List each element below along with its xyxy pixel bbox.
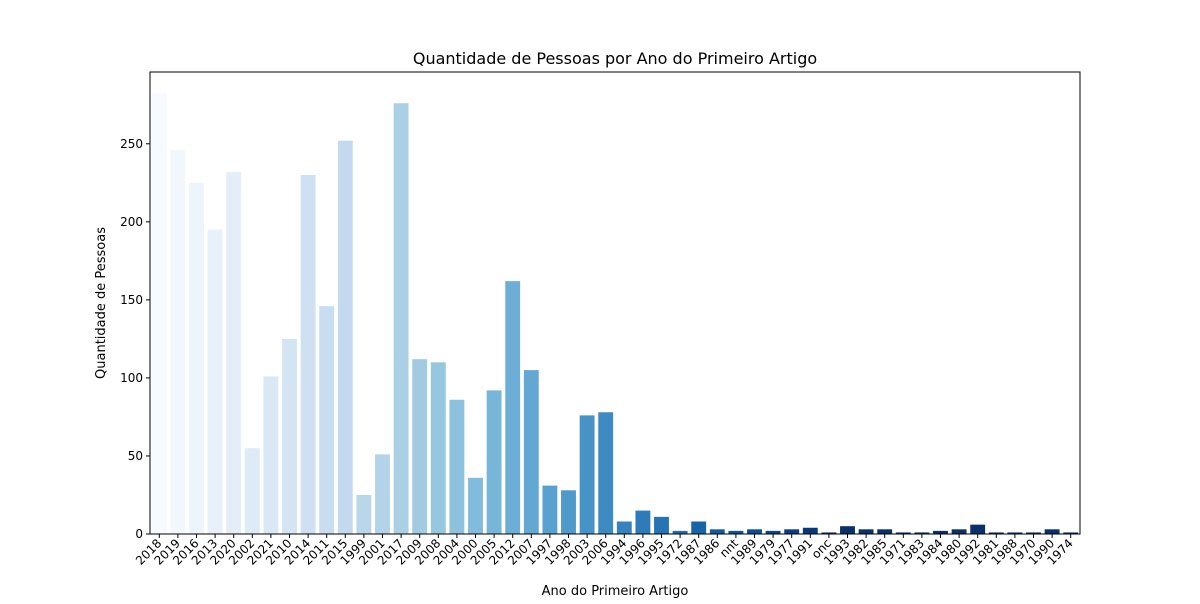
bar	[877, 529, 893, 534]
bar	[375, 454, 390, 534]
bar	[635, 510, 651, 534]
bar	[765, 530, 781, 534]
bar	[337, 140, 353, 534]
bar	[170, 150, 186, 535]
bar	[728, 530, 744, 534]
bar	[709, 529, 725, 534]
bar	[486, 390, 502, 534]
bar	[672, 530, 688, 534]
bar	[933, 530, 948, 534]
bar	[579, 415, 595, 534]
bar	[988, 532, 1004, 534]
bar	[319, 306, 335, 534]
bar	[300, 175, 316, 534]
x-axis: 2018201920162013202020022021201020142011…	[133, 534, 1076, 568]
bar	[858, 529, 874, 534]
bar	[282, 338, 297, 534]
bar	[468, 477, 483, 534]
chart-title: Quantidade de Pessoas por Ano do Primeir…	[413, 49, 817, 68]
bar	[970, 524, 986, 534]
bar	[840, 526, 855, 534]
bar	[821, 532, 837, 534]
bar	[189, 182, 204, 534]
bar	[951, 529, 967, 534]
bar	[1063, 532, 1079, 534]
bar	[505, 281, 521, 534]
bar	[1044, 529, 1060, 534]
bar	[356, 494, 372, 534]
y-tick-label: 250	[120, 137, 143, 151]
x-axis-label: Ano do Primeiro Artigo	[542, 584, 689, 599]
bar	[430, 362, 446, 534]
y-tick-label: 0	[135, 527, 143, 541]
y-tick-label: 50	[128, 449, 143, 463]
plot-frame	[149, 71, 1081, 535]
y-axis-label: Quantidade de Pessoas	[94, 227, 109, 379]
bar	[244, 448, 260, 534]
bar	[784, 529, 800, 534]
y-tick-label: 150	[120, 293, 143, 307]
bar	[654, 516, 669, 534]
bar	[616, 521, 632, 534]
bar	[1026, 532, 1041, 534]
bar	[598, 412, 614, 534]
y-tick-label: 100	[120, 371, 143, 385]
bar	[523, 370, 539, 534]
bar	[393, 103, 409, 534]
bar	[207, 229, 223, 534]
bar	[226, 171, 242, 534]
bar	[802, 527, 818, 534]
bar	[412, 359, 428, 534]
bar	[1007, 532, 1023, 534]
bar	[151, 92, 167, 534]
bar	[914, 532, 930, 534]
bar	[449, 399, 465, 534]
bars-group	[151, 92, 1079, 535]
bar	[561, 490, 576, 534]
bar	[895, 532, 911, 534]
bar	[747, 529, 762, 534]
bar	[263, 376, 279, 534]
y-tick-label: 200	[120, 215, 143, 229]
y-axis: 0 50 100 150 200 250	[120, 137, 150, 541]
bar	[691, 521, 707, 534]
bar	[542, 485, 558, 534]
